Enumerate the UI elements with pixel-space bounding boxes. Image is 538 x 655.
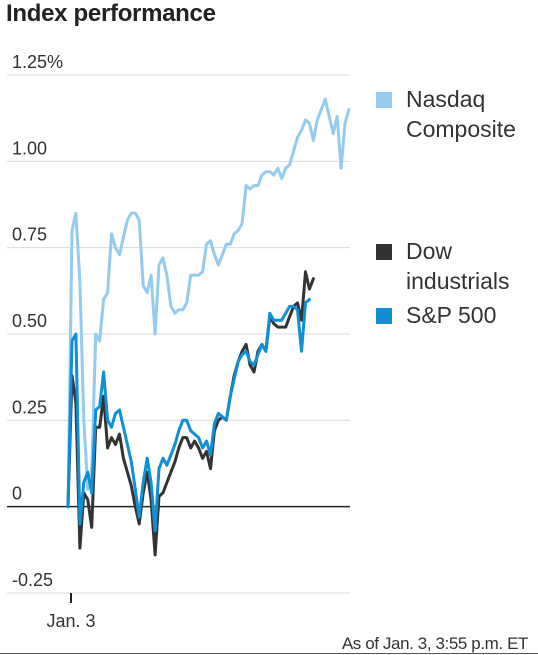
y-tick-label: 0.50 (12, 311, 47, 331)
series-line-s-p-500 (66, 298, 311, 533)
legend-label-sp500: S&P 500 (406, 302, 497, 328)
legend-dow: Dow industrials (376, 236, 536, 296)
y-tick-label: 1.25% (12, 52, 63, 72)
series-line-nasdaq-composite (66, 97, 351, 509)
y-tick-label: 0 (12, 484, 22, 504)
timestamp-footnote: As of Jan. 3, 3:55 p.m. ET (341, 634, 529, 653)
legend-swatch-nasdaq (376, 92, 392, 108)
legend-label-dow: Dow industrials (406, 238, 510, 294)
y-tick-label: 0.75 (12, 225, 47, 245)
chart-title: Index performance (6, 0, 216, 27)
bottom-divider (0, 653, 538, 654)
y-tick-label: 1.00 (12, 138, 47, 158)
y-tick-label: 0.25 (12, 397, 47, 417)
legend-swatch-dow (376, 244, 392, 260)
y-axis-tick-labels: 1.25% 1.00 0.75 0.50 0.25 0 -0.25 (12, 52, 63, 590)
grid-lines (7, 74, 350, 594)
legend-nasdaq: Nasdaq Composite (376, 84, 536, 144)
y-tick-label: -0.25 (12, 570, 53, 590)
legend-label-nasdaq: Nasdaq Composite (406, 86, 516, 142)
series-lines (66, 97, 351, 557)
x-axis: Jan. 3 (46, 593, 96, 631)
x-tick-label: Jan. 3 (46, 611, 95, 631)
legend-sp500: S&P 500 (376, 300, 536, 330)
legend-swatch-sp500 (376, 308, 392, 324)
series-line-dow-industrials (66, 270, 315, 557)
